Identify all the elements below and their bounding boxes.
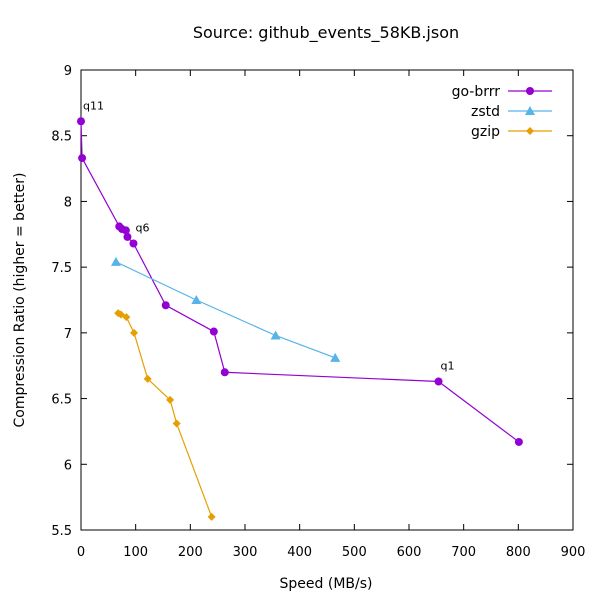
data-point-go-brrr	[434, 377, 443, 386]
x-tick-label: 500	[342, 545, 367, 560]
data-point-zstd	[110, 256, 121, 266]
y-tick-label: 7.5	[51, 261, 72, 276]
x-tick-label: 400	[287, 545, 312, 560]
point-annotation: q6	[135, 221, 149, 234]
plot-frame	[80, 69, 574, 531]
y-axis: 5.5 6 6.5 7 7.5 8 8.5 9	[51, 64, 573, 539]
x-tick-label: 0	[77, 545, 85, 560]
data-point-go-brrr	[123, 232, 132, 241]
data-point-gzip	[122, 313, 131, 322]
legend-marker	[526, 127, 534, 135]
point-annotation: q11	[83, 99, 104, 112]
legend-marker	[526, 87, 534, 95]
y-tick-label: 9	[64, 64, 72, 79]
point-annotation: q1	[441, 359, 455, 372]
data-point-gzip	[172, 419, 181, 428]
legend-label: go-brrr	[452, 84, 501, 100]
x-tick-label: 800	[506, 545, 531, 560]
x-tick-label: 300	[233, 545, 258, 560]
data-point-go-brrr	[121, 226, 130, 235]
series-go-brrr	[77, 117, 523, 446]
x-tick-label: 200	[178, 545, 203, 560]
data-point-go-brrr	[220, 368, 229, 377]
legend-item-go-brrr: go-brrr	[452, 84, 552, 100]
series-zstd	[110, 256, 341, 362]
x-tick-label: 100	[123, 545, 148, 560]
data-point-gzip	[207, 512, 216, 521]
legend: go-brrr zstd gzip	[452, 84, 552, 140]
y-tick-label: 5.5	[51, 524, 72, 539]
y-tick-label: 8.5	[51, 130, 72, 145]
y-tick-label: 8	[64, 195, 72, 210]
legend-item-gzip: gzip	[471, 124, 552, 140]
data-point-go-brrr	[209, 327, 218, 336]
x-tick-label: 700	[451, 545, 476, 560]
series-gzip	[114, 309, 216, 521]
legend-item-zstd: zstd	[471, 104, 552, 120]
chart-title: Source: github_events_58KB.json	[193, 23, 459, 43]
data-point-gzip	[143, 374, 152, 383]
x-axis-label: Speed (MB/s)	[280, 576, 373, 592]
data-point-zstd	[270, 330, 281, 340]
data-point-zstd	[191, 295, 202, 304]
series-line-go-brrr	[80, 121, 520, 443]
series-layer	[77, 117, 523, 521]
data-point-zstd	[330, 352, 341, 362]
x-tick-label: 600	[397, 545, 422, 560]
data-point-go-brrr	[78, 154, 87, 163]
y-tick-label: 6.5	[51, 393, 72, 408]
data-point-gzip	[166, 395, 175, 404]
y-tick-label: 6	[64, 458, 72, 473]
data-point-go-brrr	[514, 437, 523, 446]
legend-label: gzip	[471, 124, 500, 140]
series-line-zstd	[115, 261, 336, 359]
annotation-layer: q11 q6 q1	[83, 99, 455, 372]
data-point-go-brrr	[77, 117, 85, 126]
legend-label: zstd	[471, 104, 500, 120]
x-axis: 0 100 200 300 400 500 600 700 800 900	[77, 70, 586, 560]
data-point-gzip	[130, 328, 139, 337]
y-axis-label: Compression Ratio (higher = better)	[12, 173, 28, 428]
data-point-go-brrr	[161, 301, 170, 310]
legend-marker	[525, 106, 535, 115]
x-tick-label: 900	[561, 545, 586, 560]
y-tick-label: 7	[64, 327, 72, 342]
data-point-go-brrr	[129, 239, 138, 248]
data-point-gzip	[116, 310, 125, 319]
